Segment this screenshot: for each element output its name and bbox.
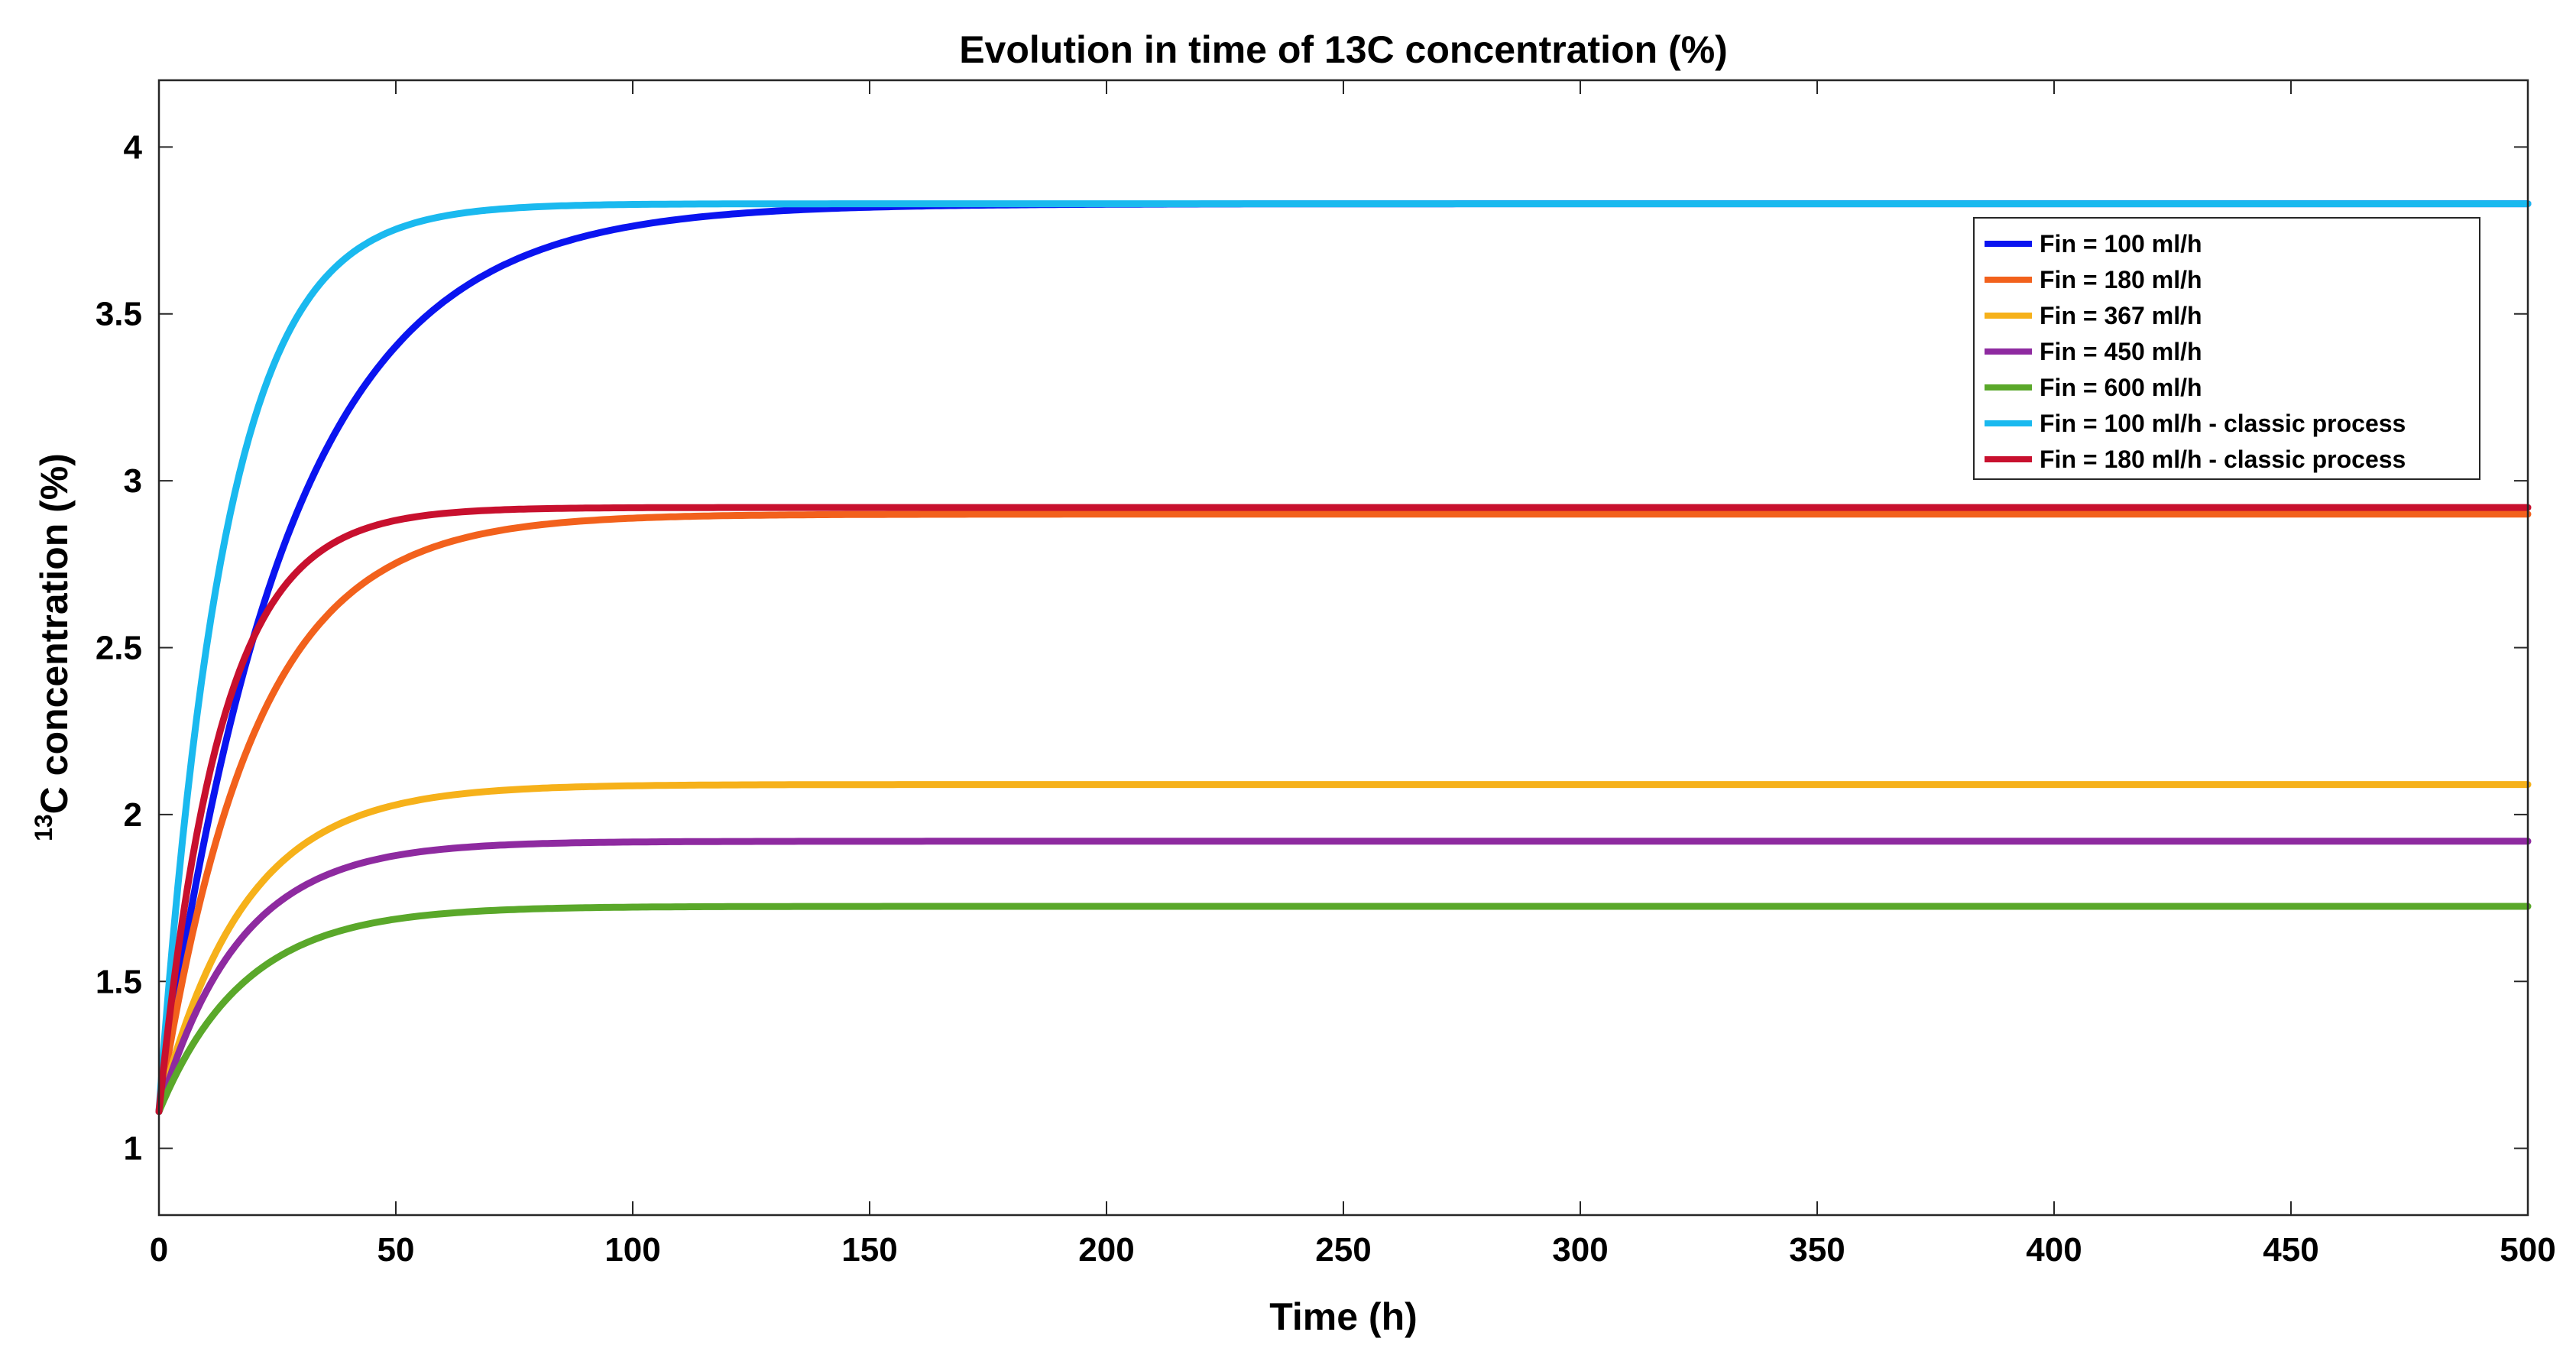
legend-entry-label: Fin = 180 ml/h — [2040, 266, 2202, 293]
series-line — [155, 903, 2532, 1116]
legend-entry-label: Fin = 600 ml/h — [2040, 374, 2202, 401]
axis-ticks: 0 50 100 150 200 250 300 350 400 450 500 1 1.5 2 2.5 3 3… — [96, 80, 2556, 1269]
y-tick-label: 3 — [124, 462, 142, 500]
chart-title: Evolution in time of 13C concentration (… — [959, 28, 1728, 71]
series-line — [155, 510, 2532, 1116]
series-line — [155, 838, 2532, 1116]
x-tick-label: 100 — [604, 1231, 660, 1269]
y-tick-label: 2 — [124, 796, 142, 834]
y-axis-label-text: C concentration (%) — [33, 453, 76, 814]
legend-box — [1973, 217, 2480, 480]
x-tick-label: 250 — [1315, 1231, 1371, 1269]
legend-entry-label: Fin = 367 ml/h — [2040, 302, 2202, 329]
y-axis-label-superscript: 13 — [30, 814, 57, 841]
x-tick-label: 300 — [1552, 1231, 1608, 1269]
x-axis-label: Time (h) — [1269, 1295, 1418, 1338]
x-tick-label: 150 — [841, 1231, 897, 1269]
y-tick-label: 1.5 — [96, 963, 142, 1000]
svg-text:13C concentration (%): 13C concentration (%) — [30, 453, 76, 841]
x-tick-label: 50 — [377, 1231, 415, 1269]
legend-entry-label: Fin = 100 ml/h — [2040, 230, 2202, 258]
series-line — [155, 504, 2532, 1116]
series-line — [155, 781, 2532, 1116]
x-tick-label: 350 — [1789, 1231, 1845, 1269]
x-tick-label: 0 — [150, 1231, 168, 1269]
y-tick-label: 1 — [124, 1130, 142, 1168]
legend: Fin = 100 ml/h Fin = 180 ml/h Fin = 367 ml… — [1973, 217, 2480, 480]
x-tick-label: 200 — [1078, 1231, 1134, 1269]
y-tick-label: 3.5 — [96, 296, 142, 333]
y-tick-label: 4 — [124, 128, 143, 166]
series-lines — [155, 200, 2532, 1116]
x-tick-label: 400 — [2026, 1231, 2082, 1269]
legend-entry-label: Fin = 100 ml/h - classic process — [2040, 410, 2406, 437]
y-tick-label: 2.5 — [96, 630, 142, 667]
x-tick-label: 500 — [2500, 1231, 2555, 1269]
plot-area-frame — [157, 79, 2529, 1217]
series-line — [155, 200, 2532, 1116]
x-tick-label: 450 — [2263, 1231, 2318, 1269]
y-axis-label: 13C concentration (%) — [30, 453, 76, 841]
legend-entry-label: Fin = 180 ml/h - classic process — [2040, 446, 2406, 473]
legend-entry-label: Fin = 450 ml/h — [2040, 338, 2202, 365]
